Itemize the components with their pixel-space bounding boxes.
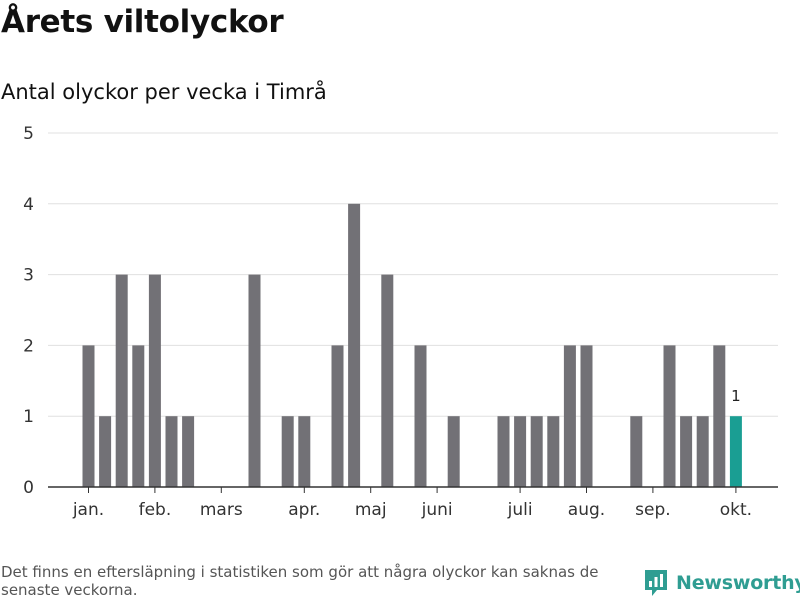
bar	[348, 203, 361, 488]
x-axis-ticks: jan. feb. mars apr. maj juni juli aug. sep. okt.	[72, 487, 752, 520]
bar	[115, 274, 128, 487]
bar	[165, 416, 178, 487]
bar	[281, 416, 294, 487]
bar	[580, 345, 593, 487]
bar	[148, 274, 161, 487]
x-tick-label: juni	[421, 500, 453, 520]
bar	[713, 345, 726, 487]
bar	[729, 416, 742, 487]
bar	[514, 416, 527, 487]
bar	[447, 416, 460, 487]
bar	[381, 274, 394, 487]
y-tick-label: 2	[23, 336, 34, 356]
bar	[630, 416, 643, 487]
bar	[530, 416, 543, 487]
brand[interactable]: Newsworthy	[643, 568, 800, 598]
bar	[331, 345, 344, 487]
x-tick-label: aug.	[568, 500, 605, 520]
y-tick-label: 4	[23, 195, 34, 215]
bar	[182, 416, 195, 487]
footnote: Det finns en eftersläpning i statistiken…	[1, 563, 599, 599]
x-tick-label: juli	[507, 500, 533, 520]
x-tick-label: feb.	[139, 500, 172, 520]
chart-subtitle: Antal olyckor per vecka i Timrå	[1, 80, 327, 104]
bar	[497, 416, 510, 487]
brand-name: Newsworthy	[676, 572, 800, 594]
bars	[82, 203, 742, 488]
chart-title: Årets viltolyckor	[1, 4, 284, 40]
data-labels: 1	[731, 387, 741, 405]
x-tick-label: okt.	[720, 500, 752, 520]
y-tick-label: 5	[23, 124, 34, 144]
bar	[248, 274, 261, 487]
y-tick-label: 3	[23, 266, 34, 286]
bar	[99, 416, 112, 487]
y-tick-label: 0	[23, 478, 34, 498]
x-tick-label: jan.	[72, 500, 104, 520]
x-tick-label: mars	[200, 500, 243, 520]
bar	[132, 345, 145, 487]
bar	[680, 416, 693, 487]
newsworthy-logo-icon	[645, 570, 667, 596]
bar	[82, 345, 95, 487]
bar	[414, 345, 427, 487]
x-tick-label: sep.	[635, 500, 671, 520]
bar-chart: 0 1 2 3 4 5 jan. feb. mars apr. maj juni juli aug. se…	[23, 124, 778, 520]
bar	[547, 416, 560, 487]
data-label: 1	[731, 387, 741, 405]
bar	[663, 345, 676, 487]
bar	[696, 416, 709, 487]
y-axis-ticks: 0 1 2 3 4 5	[23, 124, 34, 498]
bar	[298, 416, 311, 487]
bar	[563, 345, 576, 487]
y-tick-label: 1	[23, 407, 34, 427]
x-tick-label: maj	[355, 500, 387, 520]
x-tick-label: apr.	[288, 500, 320, 520]
